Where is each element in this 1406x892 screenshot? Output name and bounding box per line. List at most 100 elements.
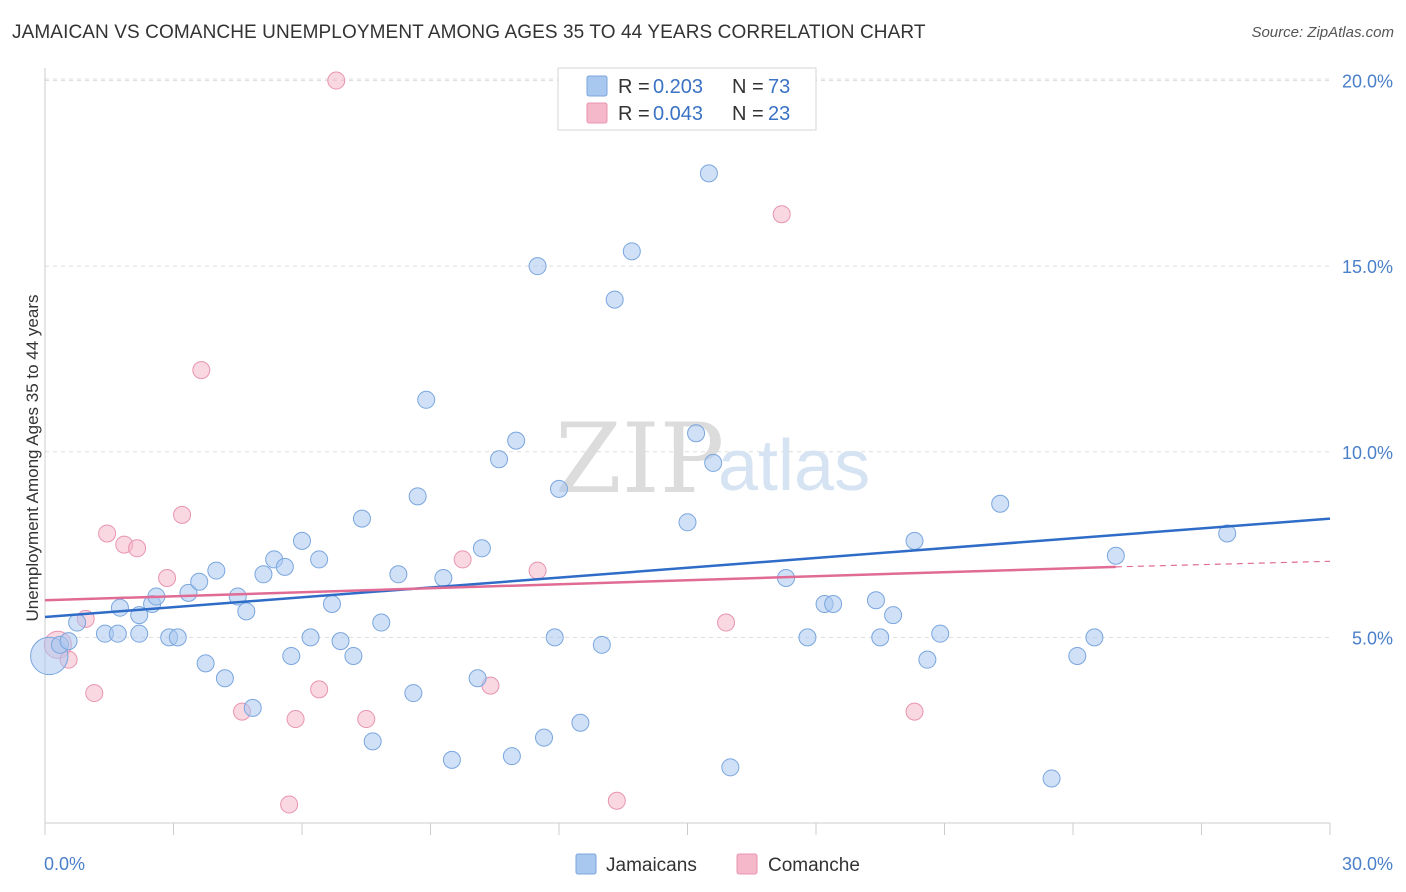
comanche-point xyxy=(310,680,329,699)
watermark: ZIP atlas xyxy=(555,403,870,515)
jamaicans-point xyxy=(472,539,491,558)
jamaicans-point xyxy=(130,624,149,643)
x-tick-label-start: 0.0% xyxy=(44,854,85,874)
y-tick-label: 15.0% xyxy=(1342,257,1393,277)
y-tick-label: 20.0% xyxy=(1342,72,1393,92)
jamaicans-point xyxy=(331,632,350,651)
tick-labels: 5.0% 10.0% 15.0% 20.0% 0.0% 30.0% xyxy=(44,72,1393,874)
legend-n-value-1: 73 xyxy=(768,76,790,98)
jamaicans-point xyxy=(1042,769,1061,788)
gridlines xyxy=(45,78,1330,638)
axes xyxy=(44,68,1331,835)
comanche-point xyxy=(528,561,547,580)
jamaicans-point xyxy=(571,713,590,732)
jamaicans-point xyxy=(528,257,547,276)
comanche-point xyxy=(286,710,305,729)
jamaicans-point xyxy=(535,728,554,747)
jamaicans-point xyxy=(417,390,436,409)
legend-r-value-2: 0.043 xyxy=(653,103,703,125)
jamaicans-point xyxy=(605,290,624,309)
jamaicans-point xyxy=(275,557,294,576)
jamaicans-point xyxy=(1106,546,1125,565)
jamaicans-point xyxy=(196,654,215,673)
jamaicans-point xyxy=(550,479,568,498)
y-tick-label: 5.0% xyxy=(1352,628,1393,648)
jamaicans-point xyxy=(215,669,234,688)
source-label: Source: ZipAtlas.com xyxy=(1251,24,1394,41)
jamaicans-point xyxy=(389,565,408,584)
jamaicans-point xyxy=(168,628,187,647)
jamaicans-point xyxy=(704,453,723,472)
jamaicans-point xyxy=(243,698,262,717)
jamaicans-point xyxy=(545,628,564,647)
comanche-point xyxy=(327,71,346,90)
jamaicans-point xyxy=(372,613,391,632)
series-legend-swatch-comanche xyxy=(736,853,758,875)
jamaicans-point xyxy=(468,669,487,688)
series-legend-swatch-jamaicans xyxy=(575,853,597,875)
series-legend-label-comanche: Comanche xyxy=(768,855,860,876)
y-tick-label: 10.0% xyxy=(1342,443,1393,463)
comanche-point xyxy=(717,613,736,632)
jamaicans-point xyxy=(322,594,341,613)
jamaicans-point xyxy=(190,572,209,591)
comanche-point xyxy=(98,524,117,543)
jamaicans-point xyxy=(687,424,706,443)
jamaicans-point xyxy=(1218,524,1237,543)
jamaicans-point xyxy=(721,758,740,777)
jamaicans-point xyxy=(871,628,890,647)
jamaicans-point xyxy=(824,594,843,613)
comanche-point xyxy=(772,205,791,224)
jamaicans-point xyxy=(310,550,329,569)
comanche-point xyxy=(85,684,104,703)
jamaicans-point xyxy=(592,635,611,654)
jamaicans-point xyxy=(293,531,311,550)
jamaicans-point xyxy=(301,628,320,647)
comanche-trend-extension xyxy=(1115,560,1331,568)
comanche-point xyxy=(357,710,376,729)
legend-n-label-2: N = xyxy=(732,103,764,125)
legend-swatch-jamaicans xyxy=(586,75,608,97)
jamaicans-point xyxy=(363,732,382,751)
comanche-point xyxy=(158,568,177,587)
legend-swatch-comanche xyxy=(586,102,608,124)
comanche-point xyxy=(453,550,472,569)
comanche-point xyxy=(280,795,299,814)
jamaicans-point xyxy=(404,684,423,703)
x-tick-label-end: 30.0% xyxy=(1342,854,1393,874)
jamaicans-point xyxy=(207,561,226,580)
jamaicans-point xyxy=(502,747,521,766)
comanche-point xyxy=(607,791,626,810)
jamaicans-point xyxy=(282,646,301,665)
jamaicans-point xyxy=(798,628,817,647)
jamaicans-point xyxy=(108,624,127,643)
comanche-point xyxy=(192,361,211,380)
legend-r-value-1: 0.203 xyxy=(653,76,703,98)
comanche-point xyxy=(905,702,924,721)
correlation-legend: R = 0.203 N = 73 R = 0.043 N = 23 xyxy=(557,67,817,131)
comanche-trend-line xyxy=(44,565,1116,602)
series-legend: Jamaicans Comanche xyxy=(575,853,860,876)
jamaicans-point xyxy=(110,598,129,617)
trend-lines xyxy=(44,517,1331,619)
comanche-point xyxy=(128,539,147,558)
jamaicans-point xyxy=(931,624,950,643)
jamaicans-point xyxy=(59,632,78,651)
legend-r-label-2: R = xyxy=(618,103,650,125)
jamaicans-point xyxy=(507,431,526,450)
jamaicans-point xyxy=(352,509,371,528)
jamaicans-point xyxy=(678,513,697,532)
jamaicans-point xyxy=(991,494,1010,513)
jamaicans-point xyxy=(68,613,87,632)
chart-title: JAMAICAN VS COMANCHE UNEMPLOYMENT AMONG … xyxy=(12,22,926,43)
jamaicans-trend-line xyxy=(44,517,1331,619)
jamaicans-point xyxy=(344,646,363,665)
jamaicans-point xyxy=(1068,646,1087,665)
legend-n-value-2: 23 xyxy=(768,103,790,125)
jamaicans-point xyxy=(442,750,461,769)
jamaicans-point xyxy=(1085,628,1104,647)
comanche-point xyxy=(173,505,192,524)
jamaicans-point xyxy=(622,242,641,261)
watermark-atlas: atlas xyxy=(718,426,870,506)
